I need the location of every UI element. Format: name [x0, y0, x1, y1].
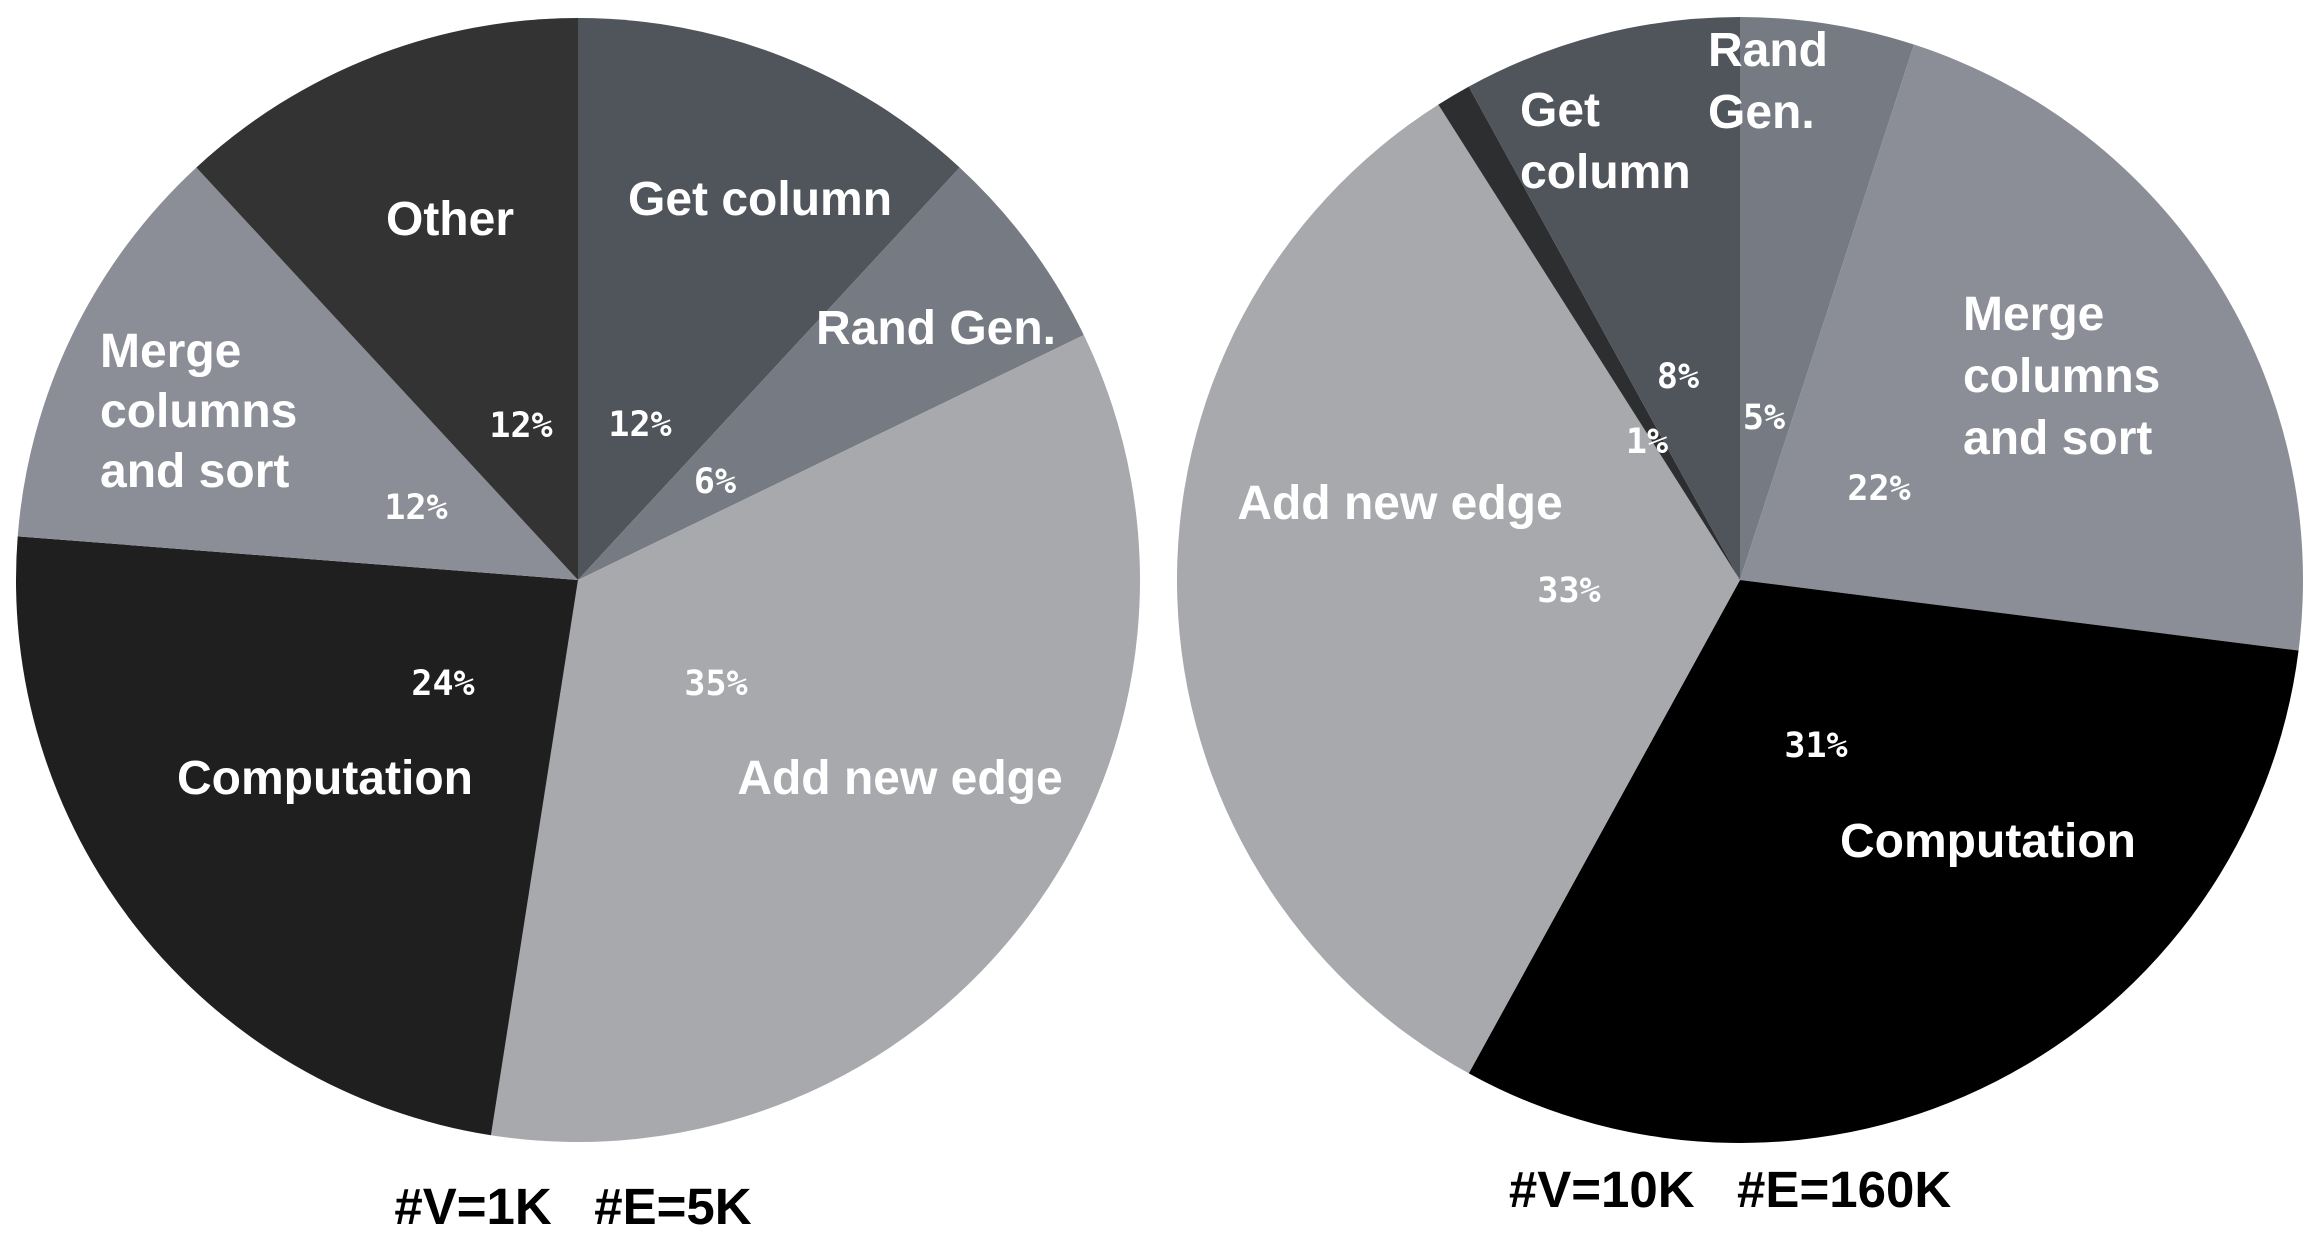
slice-value-label: 31%	[1784, 726, 1847, 766]
pie-caption: #V=1K #E=5K	[394, 1178, 751, 1235]
slice-value-label: 12%	[608, 405, 671, 445]
pie-slice	[1468, 580, 2299, 1144]
slice-category-label: Rand Gen.	[816, 302, 1056, 355]
slice-value-label: 5%	[1743, 398, 1785, 438]
pie-chart-left: Get column 12% Rand Gen. 6% Add new edge 35% C…	[16, 18, 1141, 1235]
pie-slice	[1740, 17, 1914, 580]
pie-slice	[1468, 17, 1740, 580]
slice-category-label: Rand Gen.	[1708, 24, 1828, 139]
slice-category-label: Computation	[1840, 815, 2136, 868]
slice-category-label: Computation	[177, 752, 473, 805]
slice-category-label: Add new edge	[1237, 477, 1562, 530]
slice-value-label: 33%	[1537, 571, 1600, 611]
pie-slice	[1176, 104, 1740, 1074]
slice-value-label: 24%	[411, 664, 474, 704]
pie-chart-right: Rand Gen. 5% Merge columns and sort 22% Computa…	[1176, 17, 2303, 1218]
slice-category-label: Get column	[628, 173, 892, 226]
slice-value-label: 22%	[1847, 469, 1910, 509]
slice-category-label: Add new edge	[737, 752, 1062, 805]
pie-slice	[196, 18, 578, 580]
slice-value-label: 12%	[489, 406, 552, 446]
slice-category-label: Other	[386, 193, 514, 246]
slice-value-label: 1%	[1626, 422, 1668, 462]
pie-slice	[490, 335, 1141, 1143]
pie-slice	[578, 18, 960, 580]
pie-slice	[17, 167, 578, 580]
pie-slice	[1740, 44, 2303, 651]
slice-value-label: 35%	[684, 664, 747, 704]
slice-value-label: 12%	[384, 488, 447, 528]
slice-category-label: Get column	[1520, 84, 1691, 199]
pie-slice	[578, 167, 1084, 580]
slice-value-label: 8%	[1657, 357, 1699, 397]
pie-slice	[1438, 86, 1740, 580]
slice-category-label: Merge columns and sort	[1963, 288, 2160, 465]
pie-caption: #V=10K #E=160K	[1509, 1161, 1951, 1218]
slice-value-label: 6%	[694, 462, 736, 502]
pie-slice	[16, 536, 578, 1136]
slice-category-label: Merge columns and sort	[100, 325, 297, 498]
